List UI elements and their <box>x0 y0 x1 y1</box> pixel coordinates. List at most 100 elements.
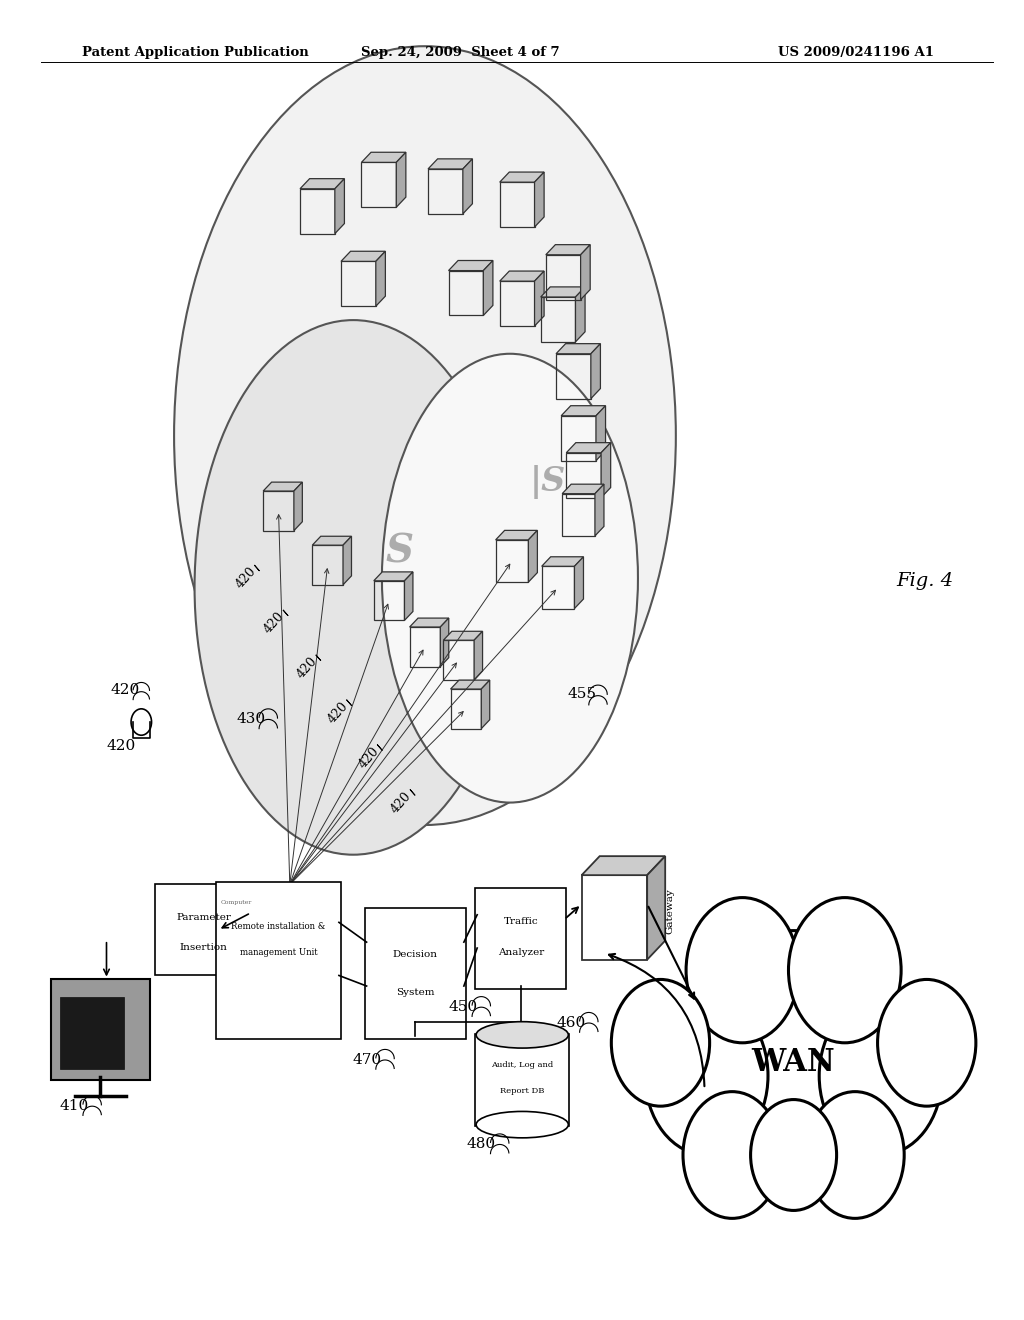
Polygon shape <box>528 531 538 582</box>
Text: 450: 450 <box>449 1001 477 1014</box>
Polygon shape <box>581 244 590 300</box>
Polygon shape <box>300 178 344 189</box>
Text: Parameter: Parameter <box>176 912 231 921</box>
Text: Traffic: Traffic <box>504 917 538 925</box>
Text: Audit, Log and: Audit, Log and <box>492 1060 553 1068</box>
Text: management Unit: management Unit <box>240 948 317 957</box>
Polygon shape <box>428 158 472 169</box>
Polygon shape <box>451 680 489 689</box>
Polygon shape <box>483 260 493 315</box>
Text: 420: 420 <box>106 739 135 752</box>
Polygon shape <box>263 482 302 491</box>
Circle shape <box>683 1092 781 1218</box>
Text: Patent Application Publication: Patent Application Publication <box>82 46 308 59</box>
Text: US 2009/0241196 A1: US 2009/0241196 A1 <box>778 46 934 59</box>
Polygon shape <box>410 618 449 627</box>
Polygon shape <box>396 152 406 207</box>
Ellipse shape <box>174 46 676 825</box>
Text: Insertion: Insertion <box>180 942 227 952</box>
Text: 420: 420 <box>325 700 351 726</box>
Text: 430: 430 <box>237 713 265 726</box>
Text: 480: 480 <box>467 1138 496 1151</box>
Text: 470: 470 <box>352 1053 381 1067</box>
Polygon shape <box>343 536 351 585</box>
Text: Computer: Computer <box>221 900 252 906</box>
Circle shape <box>686 898 799 1043</box>
Circle shape <box>806 1092 904 1218</box>
Circle shape <box>788 898 901 1043</box>
Circle shape <box>751 1100 837 1210</box>
Polygon shape <box>582 857 666 875</box>
Text: Analyzer: Analyzer <box>498 948 544 957</box>
FancyBboxPatch shape <box>475 1034 569 1126</box>
Polygon shape <box>294 482 302 531</box>
Text: 455: 455 <box>567 688 596 701</box>
Text: Sep. 24, 2009  Sheet 4 of 7: Sep. 24, 2009 Sheet 4 of 7 <box>361 46 560 59</box>
Polygon shape <box>595 484 604 536</box>
FancyBboxPatch shape <box>475 888 566 989</box>
Polygon shape <box>374 572 413 581</box>
FancyBboxPatch shape <box>51 979 150 1080</box>
Polygon shape <box>574 557 584 609</box>
Ellipse shape <box>195 319 512 855</box>
Polygon shape <box>481 680 489 729</box>
Polygon shape <box>341 251 385 261</box>
FancyBboxPatch shape <box>216 882 341 1039</box>
Polygon shape <box>474 631 482 680</box>
Ellipse shape <box>476 1022 568 1048</box>
Text: 420: 420 <box>232 565 259 591</box>
Polygon shape <box>601 442 610 498</box>
Polygon shape <box>500 271 544 281</box>
Circle shape <box>712 931 876 1142</box>
Polygon shape <box>562 484 604 494</box>
Polygon shape <box>449 260 493 271</box>
Text: 420: 420 <box>294 655 321 681</box>
Text: |S: |S <box>529 465 566 499</box>
Polygon shape <box>556 343 600 354</box>
Text: 460: 460 <box>557 1016 586 1030</box>
FancyBboxPatch shape <box>365 908 466 1039</box>
Polygon shape <box>361 152 406 162</box>
Text: System: System <box>396 987 434 997</box>
Polygon shape <box>591 343 600 399</box>
Text: Fig. 4: Fig. 4 <box>896 572 953 590</box>
Polygon shape <box>443 631 482 640</box>
Circle shape <box>819 997 942 1155</box>
Text: Report DB: Report DB <box>500 1088 545 1096</box>
Text: 420: 420 <box>388 789 415 816</box>
Circle shape <box>611 979 710 1106</box>
Circle shape <box>878 979 976 1106</box>
Polygon shape <box>404 572 413 620</box>
Polygon shape <box>500 172 544 182</box>
Polygon shape <box>463 158 472 214</box>
Polygon shape <box>566 442 610 453</box>
Polygon shape <box>376 251 385 306</box>
Text: 410: 410 <box>59 1100 88 1113</box>
Text: 420: 420 <box>355 744 382 771</box>
Polygon shape <box>535 172 544 227</box>
Text: 420: 420 <box>261 610 288 636</box>
FancyBboxPatch shape <box>60 997 124 1069</box>
FancyBboxPatch shape <box>155 884 253 975</box>
Ellipse shape <box>476 1111 568 1138</box>
Polygon shape <box>541 286 585 297</box>
Polygon shape <box>596 405 605 461</box>
Polygon shape <box>647 857 666 960</box>
Text: Remote installation &: Remote installation & <box>231 923 326 932</box>
Text: WAN: WAN <box>752 1047 836 1078</box>
Ellipse shape <box>382 354 638 803</box>
Text: 420: 420 <box>111 684 139 697</box>
Polygon shape <box>535 271 544 326</box>
Polygon shape <box>335 178 344 234</box>
Polygon shape <box>312 536 351 545</box>
Polygon shape <box>542 557 584 566</box>
Polygon shape <box>561 405 605 416</box>
Polygon shape <box>496 531 538 540</box>
Polygon shape <box>575 286 585 342</box>
Text: Gateway: Gateway <box>666 888 675 933</box>
Polygon shape <box>440 618 449 667</box>
Text: S: S <box>385 533 414 570</box>
Circle shape <box>645 997 768 1155</box>
Polygon shape <box>546 244 590 255</box>
Text: Decision: Decision <box>393 950 437 960</box>
